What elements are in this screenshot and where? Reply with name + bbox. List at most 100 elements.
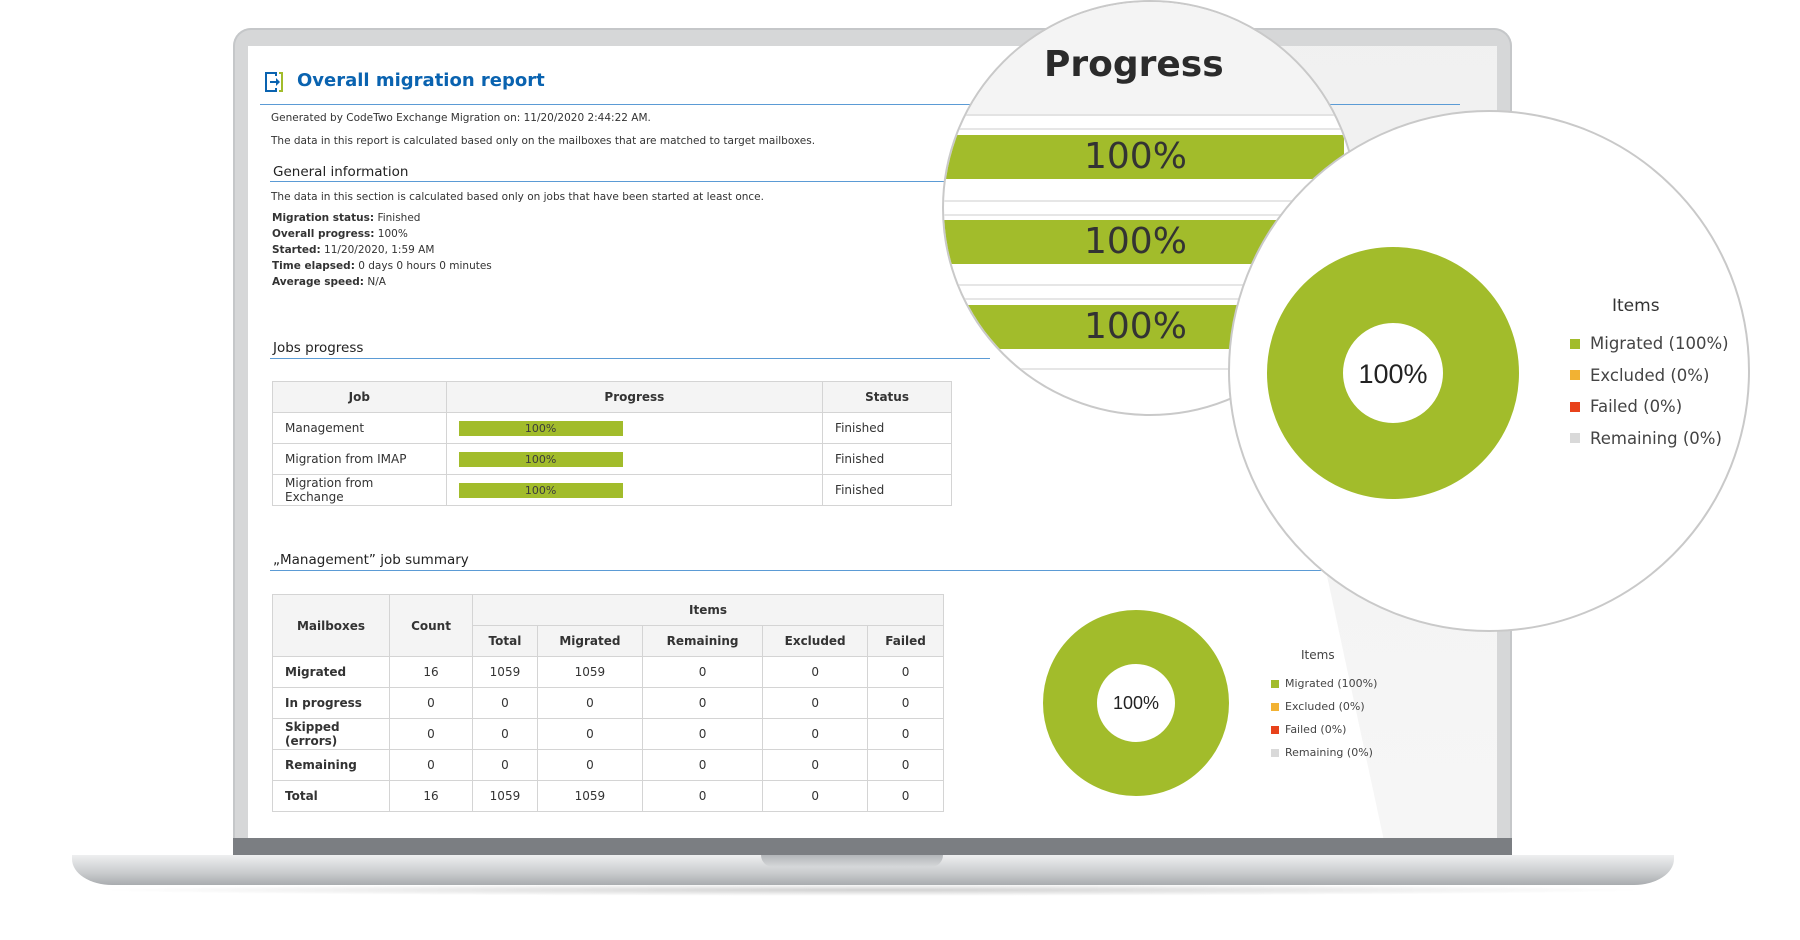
cell: 0 (762, 687, 869, 719)
cell: 16 (389, 656, 473, 688)
jobs-table: Job Progress Status Management 100% Fini… (272, 381, 952, 506)
cell: 1059 (536, 656, 643, 688)
cell: 1059 (536, 780, 643, 812)
row-label: In progress (272, 687, 390, 719)
cell: 0 (472, 749, 538, 781)
cell: 0 (867, 780, 944, 812)
column-header-remaining: Remaining (641, 625, 764, 657)
column-header-mailboxes: Mailboxes (272, 594, 390, 657)
generated-line: Generated by CodeTwo Exchange Migration … (271, 112, 651, 124)
legend-swatch (1271, 748, 1279, 757)
table-row: Management 100% Finished (272, 412, 952, 444)
legend-item-failed: Failed (0%) (1271, 718, 1377, 741)
legend-item-excluded: Excluded (0%) (1271, 695, 1377, 718)
table-row: Total 16 1059 1059 0 0 0 (272, 780, 944, 812)
overall-progress-line: Overall progress: 100% (272, 228, 408, 240)
table-row: Migration from IMAP 100% Finished (272, 443, 952, 475)
column-header-excluded: Excluded (762, 625, 869, 657)
general-info-note: The data in this section is calculated b… (271, 191, 764, 203)
title-divider (260, 104, 1460, 105)
cell: 0 (472, 687, 538, 719)
magnified-items-legend: Items Migrated (100%) Excluded (0%) Fail… (1570, 296, 1729, 454)
table-row: Remaining 0 0 0 0 0 0 (272, 749, 944, 781)
row-label: Migrated (272, 656, 390, 688)
cell: 0 (762, 718, 869, 750)
cell: 1059 (472, 780, 538, 812)
row-divider (944, 298, 1356, 300)
cell: 0 (641, 687, 764, 719)
legend-swatch (1271, 725, 1279, 734)
cell: 0 (472, 718, 538, 750)
row-divider (944, 200, 1356, 202)
laptop-notch (761, 855, 943, 867)
cell: 0 (762, 656, 869, 688)
column-header-job: Job (272, 381, 447, 413)
magnifier-header: Progress (944, 2, 1356, 116)
job-name: Management (272, 412, 447, 444)
magnified-progress-bar: 100% (944, 135, 1344, 179)
report-title: Overall migration report (297, 70, 545, 91)
cell: 0 (867, 718, 944, 750)
donut-center-label: 100% (1358, 359, 1427, 389)
migration-status-line: Migration status: Finished (272, 212, 421, 224)
items-legend: Items Migrated (100%) Excluded (0%) Fail… (1271, 648, 1377, 764)
column-header-total: Total (472, 625, 538, 657)
column-header-progress: Progress (445, 381, 824, 413)
magnifier-header-label: Progress (1044, 44, 1224, 85)
job-summary-divider (270, 570, 1400, 571)
legend-item-migrated: Migrated (100%) (1570, 328, 1729, 360)
job-status: Finished (822, 474, 952, 506)
row-label: Remaining (272, 749, 390, 781)
job-name: Migration from Exchange (272, 474, 447, 506)
legend-swatch (1570, 370, 1580, 381)
row-label: Skipped (errors) (272, 718, 390, 750)
cell: 1059 (472, 656, 538, 688)
column-header-status: Status (822, 381, 952, 413)
job-status: Finished (822, 412, 952, 444)
cell: 0 (867, 656, 944, 688)
job-summary-heading: „Management” job summary (273, 552, 469, 568)
row-divider (944, 214, 1356, 216)
table-row: Migrated 16 1059 1059 0 0 0 (272, 656, 944, 688)
legend-title: Items (1301, 648, 1335, 662)
cell: 0 (536, 687, 643, 719)
time-elapsed-line: Time elapsed: 0 days 0 hours 0 minutes (272, 260, 492, 272)
cell: 0 (389, 718, 473, 750)
job-progress-bar: 100% (458, 420, 623, 436)
cell: 0 (867, 687, 944, 719)
legend-item-migrated: Migrated (100%) (1271, 672, 1377, 695)
general-info-heading: General information (273, 164, 409, 180)
laptop-shadow (90, 884, 1656, 896)
report-header: Overall migration report (262, 68, 1462, 106)
legend-item-failed: Failed (0%) (1570, 391, 1729, 423)
jobs-progress-heading: Jobs progress (273, 340, 364, 356)
legend-swatch (1570, 401, 1580, 412)
laptop-bezel (233, 838, 1512, 856)
started-line: Started: 11/20/2020, 1:59 AM (272, 244, 435, 256)
cell: 0 (641, 749, 764, 781)
table-row: In progress 0 0 0 0 0 0 (272, 687, 944, 719)
table-row: Migration from Exchange 100% Finished (272, 474, 952, 506)
table-row: Skipped (errors) 0 0 0 0 0 0 (272, 718, 944, 750)
column-header-migrated: Migrated (536, 625, 643, 657)
legend-swatch (1570, 433, 1580, 444)
column-header-failed: Failed (867, 625, 944, 657)
legend-item-remaining: Remaining (0%) (1271, 741, 1377, 764)
cell: 0 (867, 749, 944, 781)
chart-magnifier: 100% Items Migrated (100%) Excluded (0%)… (1228, 110, 1750, 632)
cell: 0 (641, 718, 764, 750)
cell: 0 (389, 749, 473, 781)
donut-center-label: 100% (1113, 693, 1159, 713)
row-label: Total (272, 780, 390, 812)
legend-title: Items (1612, 296, 1660, 316)
jobs-progress-divider (270, 358, 990, 359)
cell: 0 (536, 749, 643, 781)
cell: 0 (762, 749, 869, 781)
cell: 0 (762, 780, 869, 812)
donut-slice-migrated (1267, 247, 1519, 499)
cell: 0 (389, 687, 473, 719)
legend-swatch (1271, 679, 1279, 688)
general-info-divider (270, 181, 990, 182)
average-speed-line: Average speed: N/A (272, 276, 386, 288)
job-progress-bar: 100% (458, 451, 623, 467)
